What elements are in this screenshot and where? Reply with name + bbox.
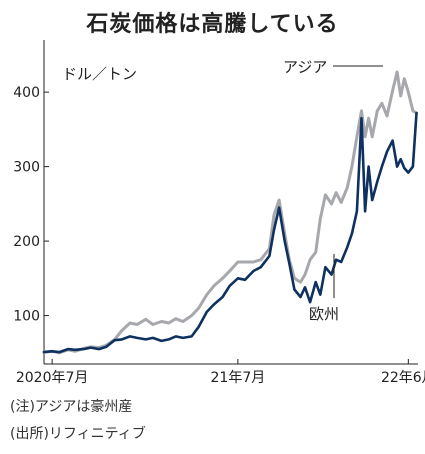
europe-series-label: 欧州 [309, 305, 339, 323]
y-tick-label: 100 [13, 309, 40, 325]
source-note: (出所)リフィニティブ [10, 426, 146, 442]
x-tick-label: 2020年7月 [16, 370, 89, 386]
y-tick-label: 300 [13, 160, 40, 176]
europe-series-line [42, 111, 418, 354]
x-tick-label: 21年7月 [211, 370, 266, 386]
note-asia-origin: (注)アジアは豪州産 [10, 399, 133, 415]
asia-series-label: アジア [283, 58, 327, 76]
y-tick-label: 200 [13, 234, 40, 250]
x-tick-label: 22年6月 [381, 370, 425, 386]
asia-series-line [42, 70, 418, 355]
y-tick-label: 400 [13, 85, 40, 101]
unit-label: ドル／トン [62, 65, 137, 83]
chart-title: 石炭価格は高騰している [86, 12, 339, 37]
